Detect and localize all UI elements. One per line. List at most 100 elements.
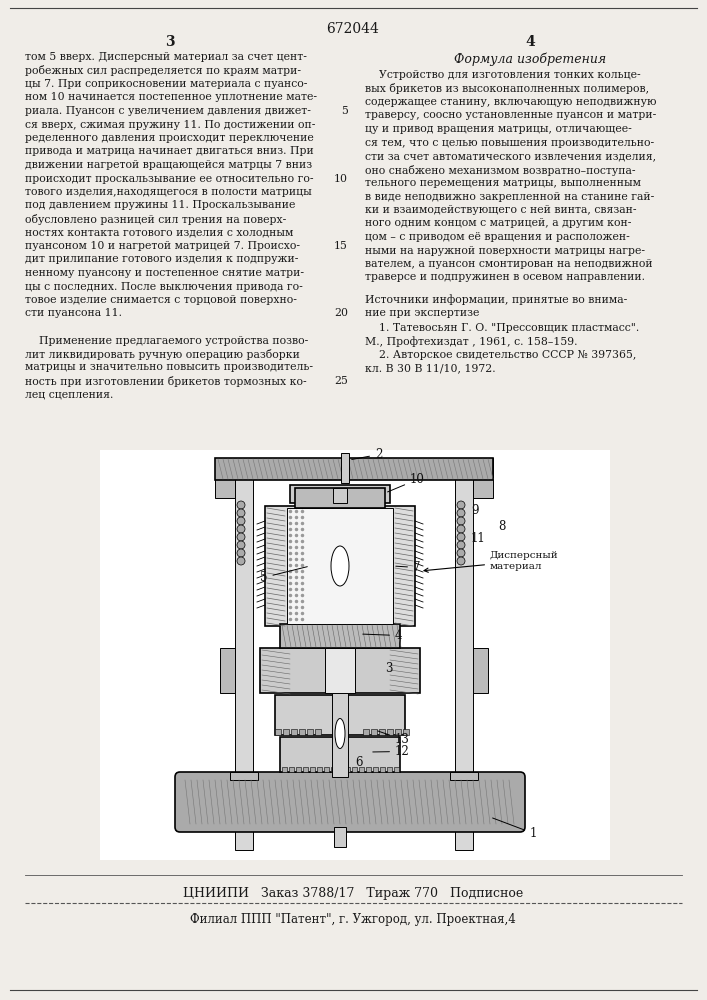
Text: 8: 8 — [498, 520, 506, 532]
FancyBboxPatch shape — [455, 460, 473, 850]
Text: ностях контакта готового изделия с холодным: ностях контакта готового изделия с холод… — [25, 228, 293, 237]
Text: сти пуансона 11.: сти пуансона 11. — [25, 308, 122, 318]
Circle shape — [237, 533, 245, 541]
Text: товое изделие снимается с торцовой поверхно-: товое изделие снимается с торцовой повер… — [25, 295, 297, 305]
Text: 11: 11 — [471, 532, 486, 544]
FancyBboxPatch shape — [324, 767, 329, 772]
FancyBboxPatch shape — [394, 767, 399, 772]
FancyBboxPatch shape — [295, 488, 385, 508]
Circle shape — [237, 557, 245, 565]
FancyBboxPatch shape — [287, 508, 393, 624]
FancyBboxPatch shape — [315, 729, 321, 735]
FancyBboxPatch shape — [307, 729, 313, 735]
FancyBboxPatch shape — [379, 729, 385, 735]
Circle shape — [237, 517, 245, 525]
FancyBboxPatch shape — [387, 729, 393, 735]
Text: Устройство для изготовления тонких кольце-: Устройство для изготовления тонких кольц… — [365, 70, 641, 80]
FancyBboxPatch shape — [299, 729, 305, 735]
Text: содержащее станину, включающую неподвижную: содержащее станину, включающую неподвижн… — [365, 97, 657, 107]
Circle shape — [457, 557, 465, 565]
FancyBboxPatch shape — [450, 772, 478, 780]
Text: цу и привод вращения матрицы, отличающее-: цу и привод вращения матрицы, отличающее… — [365, 124, 632, 134]
Text: 5: 5 — [341, 106, 348, 116]
Circle shape — [457, 509, 465, 517]
FancyBboxPatch shape — [275, 729, 281, 735]
FancyBboxPatch shape — [333, 488, 347, 503]
Text: том 5 вверх. Дисперсный материал за счет цент-: том 5 вверх. Дисперсный материал за счет… — [25, 52, 307, 62]
Text: привода и матрица начинает двигаться вниз. При: привода и матрица начинает двигаться вни… — [25, 146, 314, 156]
Text: движении нагретой вращающейся матрцы 7 вниз: движении нагретой вращающейся матрцы 7 в… — [25, 160, 312, 170]
Text: 2. Авторское свидетельство СССР № 397365,: 2. Авторское свидетельство СССР № 397365… — [365, 350, 636, 360]
Text: 4: 4 — [525, 35, 535, 49]
Text: под давлением пружины 11. Проскальзывание: под давлением пружины 11. Проскальзывани… — [25, 200, 296, 211]
FancyBboxPatch shape — [290, 485, 390, 503]
Text: оно снабжено механизмом возвратно–поступа-: оно снабжено механизмом возвратно–поступ… — [365, 164, 636, 176]
Text: пуансоном 10 и нагретой матрицей 7. Происхо-: пуансоном 10 и нагретой матрицей 7. Прои… — [25, 241, 300, 251]
Text: ном 10 начинается постепенное уплотнение мате-: ном 10 начинается постепенное уплотнение… — [25, 93, 317, 103]
Text: 672044: 672044 — [327, 22, 380, 36]
Circle shape — [457, 517, 465, 525]
Circle shape — [237, 541, 245, 549]
Text: цом – с приводом её вращения и расположен-: цом – с приводом её вращения и расположе… — [365, 232, 630, 242]
FancyBboxPatch shape — [345, 767, 350, 772]
FancyBboxPatch shape — [291, 729, 297, 735]
Text: лец сцепления.: лец сцепления. — [25, 389, 113, 399]
FancyBboxPatch shape — [395, 729, 401, 735]
FancyBboxPatch shape — [387, 767, 392, 772]
Circle shape — [237, 549, 245, 557]
Text: робежных сил распределяется по краям матри-: робежных сил распределяется по краям мат… — [25, 66, 301, 77]
Text: 13: 13 — [378, 731, 410, 746]
FancyBboxPatch shape — [331, 767, 336, 772]
FancyBboxPatch shape — [359, 767, 364, 772]
Text: 2: 2 — [352, 448, 382, 461]
Text: 5: 5 — [260, 567, 308, 584]
FancyBboxPatch shape — [473, 458, 493, 498]
Text: М., Профтехиздат , 1961, с. 158–159.: М., Профтехиздат , 1961, с. 158–159. — [365, 336, 578, 347]
Circle shape — [457, 549, 465, 557]
Text: ность при изготовлении брикетов тормозных ко-: ность при изготовлении брикетов тормозны… — [25, 376, 307, 387]
FancyBboxPatch shape — [373, 767, 378, 772]
FancyBboxPatch shape — [352, 767, 357, 772]
Text: 15: 15 — [334, 241, 348, 251]
Text: 12: 12 — [373, 745, 410, 758]
Text: траверсе и подпружинен в осевом направлении.: траверсе и подпружинен в осевом направле… — [365, 272, 645, 282]
Text: 25: 25 — [334, 376, 348, 386]
Text: тельного перемещения матрицы, выполненным: тельного перемещения матрицы, выполненны… — [365, 178, 641, 188]
Text: ЦНИИПИ   Заказ 3788/17   Тираж 770   Подписное: ЦНИИПИ Заказ 3788/17 Тираж 770 Подписное — [183, 887, 523, 900]
FancyBboxPatch shape — [317, 767, 322, 772]
Text: 1: 1 — [493, 818, 537, 840]
Text: Дисперсный
материал: Дисперсный материал — [424, 551, 559, 572]
Text: ненному пуансону и постепенное снятие матри-: ненному пуансону и постепенное снятие ма… — [25, 268, 304, 278]
FancyBboxPatch shape — [220, 648, 235, 693]
FancyBboxPatch shape — [283, 729, 289, 735]
Text: траверсу, соосно установленные пуансон и матри-: траверсу, соосно установленные пуансон и… — [365, 110, 656, 120]
FancyBboxPatch shape — [380, 767, 385, 772]
Text: 1. Татевосьян Г. О. "Прессовщик пластмасс".: 1. Татевосьян Г. О. "Прессовщик пластмас… — [365, 323, 639, 333]
Text: вателем, а пуансон смонтирован на неподвижной: вателем, а пуансон смонтирован на неподв… — [365, 259, 653, 269]
Text: тового изделия,находящегося в полости матрицы: тового изделия,находящегося в полости ма… — [25, 187, 312, 197]
FancyBboxPatch shape — [338, 767, 343, 772]
Circle shape — [237, 501, 245, 509]
FancyBboxPatch shape — [363, 729, 369, 735]
Text: вых брикетов из высоконаполненных полимеров,: вых брикетов из высоконаполненных полиме… — [365, 84, 649, 95]
Text: Филиал ППП "Патент", г. Ужгород, ул. Проектная,4: Филиал ППП "Патент", г. Ужгород, ул. Про… — [190, 913, 516, 926]
Text: 3: 3 — [165, 35, 175, 49]
Circle shape — [237, 525, 245, 533]
Circle shape — [457, 541, 465, 549]
Text: ки и взаимодействующего с ней винта, связан-: ки и взаимодействующего с ней винта, свя… — [365, 205, 636, 215]
Text: 7: 7 — [396, 561, 421, 574]
FancyBboxPatch shape — [310, 767, 315, 772]
FancyBboxPatch shape — [280, 737, 400, 772]
Text: ся тем, что с целью повышения производительно-: ся тем, что с целью повышения производит… — [365, 137, 654, 147]
Ellipse shape — [331, 546, 349, 586]
Text: ся вверх, сжимая пружину 11. По достижении оп-: ся вверх, сжимая пружину 11. По достижен… — [25, 119, 315, 129]
Text: Формула изобретения: Формула изобретения — [454, 52, 606, 66]
FancyBboxPatch shape — [403, 729, 409, 735]
Text: 20: 20 — [334, 308, 348, 318]
Text: лит ликвидировать ручную операцию разборки: лит ликвидировать ручную операцию разбор… — [25, 349, 300, 360]
FancyBboxPatch shape — [260, 648, 420, 693]
FancyBboxPatch shape — [366, 767, 371, 772]
FancyBboxPatch shape — [265, 506, 415, 626]
FancyBboxPatch shape — [275, 695, 405, 735]
FancyBboxPatch shape — [235, 460, 253, 850]
